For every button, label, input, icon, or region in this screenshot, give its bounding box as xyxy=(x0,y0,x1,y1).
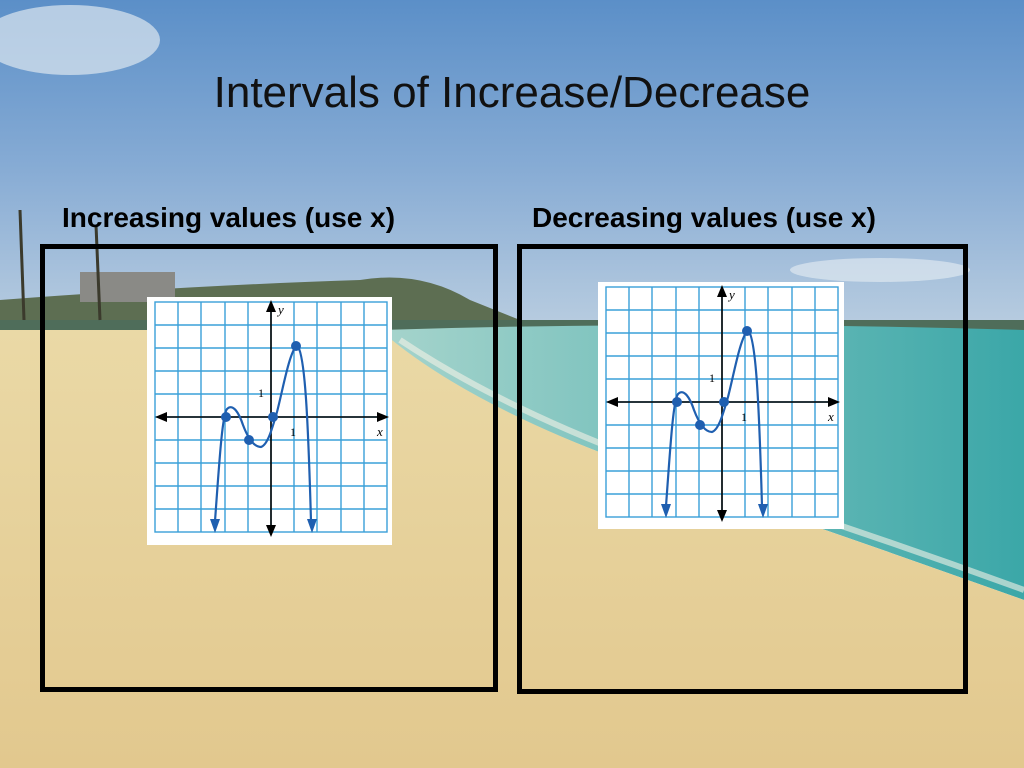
polynomial-curve xyxy=(213,343,313,522)
slide-title: Intervals of Increase/Decrease xyxy=(213,68,811,117)
y-axis-up-arrow xyxy=(717,285,727,297)
x-tick-label: 1 xyxy=(741,410,747,424)
y-axis-down-arrow xyxy=(717,510,727,522)
curve-right-arrow xyxy=(758,504,768,518)
decreasing-values-label: Decreasing values (use x) xyxy=(532,202,876,233)
increasing-answer-box xyxy=(40,244,498,692)
y-axis-label: y xyxy=(276,302,284,317)
polynomial-curve xyxy=(664,328,764,507)
increasing-values-label: Increasing values (use x) xyxy=(62,202,396,233)
curve-point xyxy=(695,420,705,430)
y-tick-label: 1 xyxy=(709,371,715,385)
curve-point xyxy=(742,326,752,336)
curve-point xyxy=(244,435,254,445)
curve-point xyxy=(291,341,301,351)
curve-point xyxy=(719,397,729,407)
x-tick-label: 1 xyxy=(290,425,296,439)
curve-point xyxy=(672,397,682,407)
x-axis-label: x xyxy=(376,424,383,439)
curve-left-arrow xyxy=(210,519,220,533)
x-axis-label: x xyxy=(827,409,834,424)
decreasing-answer-box xyxy=(517,244,968,694)
y-tick-label: 1 xyxy=(258,386,264,400)
y-axis-up-arrow xyxy=(266,300,276,312)
polynomial-graph-right: x y 1 1 xyxy=(598,282,844,529)
curve-point xyxy=(268,412,278,422)
y-axis-down-arrow xyxy=(266,525,276,537)
y-axis-label: y xyxy=(727,287,735,302)
curve-point xyxy=(221,412,231,422)
x-axis-right-arrow xyxy=(377,412,389,422)
x-axis-right-arrow xyxy=(828,397,840,407)
x-axis-left-arrow xyxy=(606,397,618,407)
curve-left-arrow xyxy=(661,504,671,518)
x-axis-left-arrow xyxy=(155,412,167,422)
polynomial-graph-left: x y 1 1 xyxy=(147,297,392,545)
curve-right-arrow xyxy=(307,519,317,533)
